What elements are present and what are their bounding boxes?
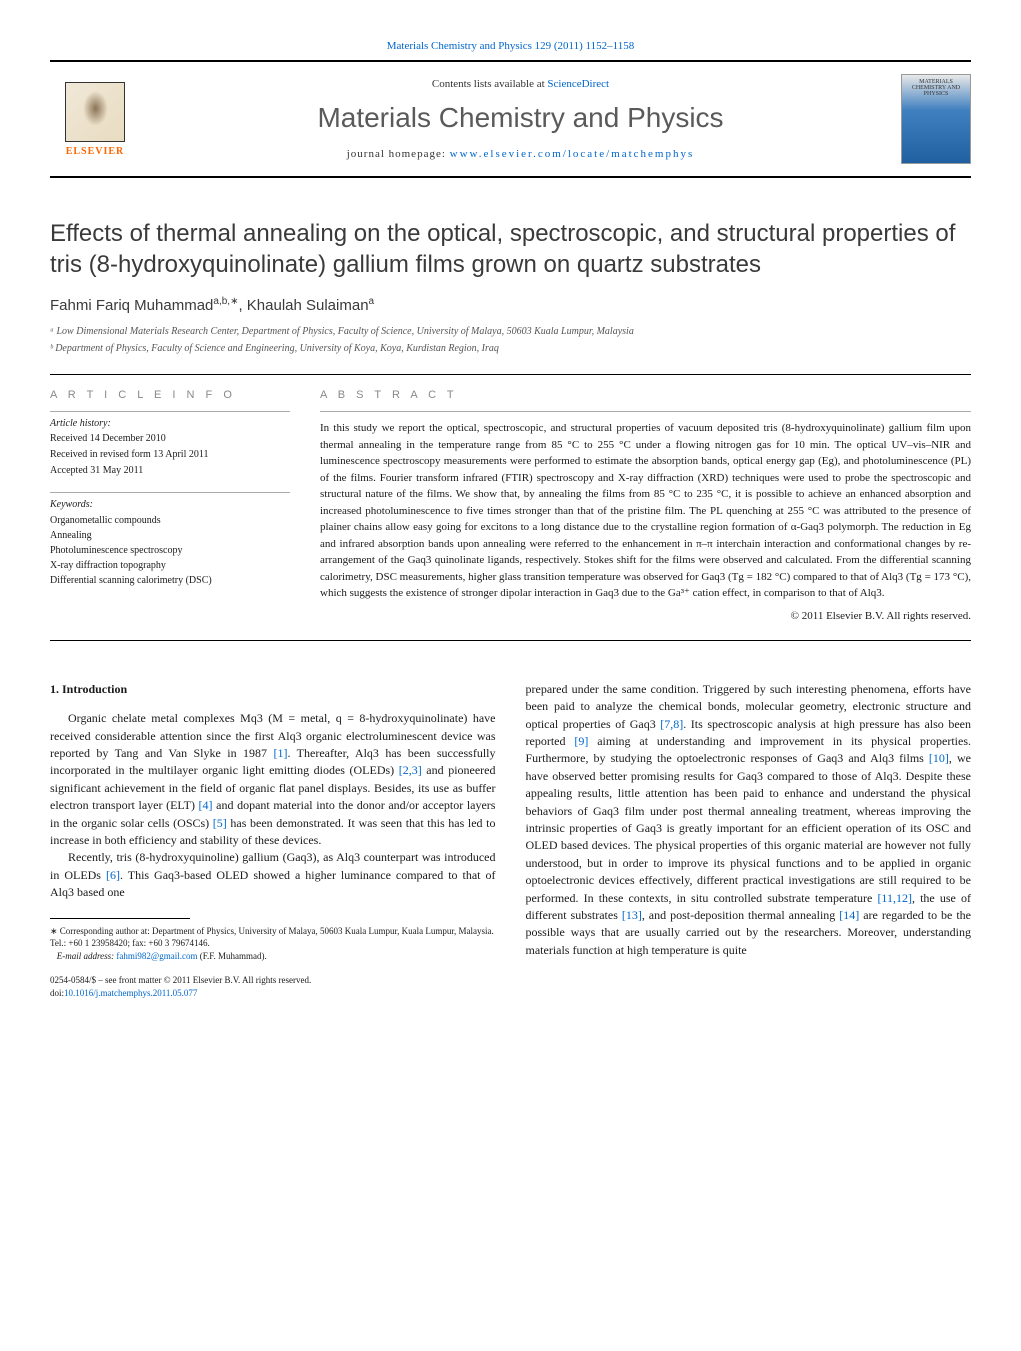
affiliation-a: ᵃ Low Dimensional Materials Research Cen… (50, 324, 971, 339)
text-span: aiming at understanding and improvement … (526, 734, 972, 765)
keyword-2: Annealing (50, 528, 290, 543)
ref-4[interactable]: [4] (199, 798, 213, 812)
journal-header-center: Contents lists available at ScienceDirec… (140, 78, 901, 160)
ref-5[interactable]: [5] (213, 816, 227, 830)
ref-1[interactable]: [1] (273, 746, 287, 760)
keyword-5: Differential scanning calorimetry (DSC) (50, 573, 290, 588)
homepage-prefix: journal homepage: (347, 148, 450, 160)
issn-line: 0254-0584/$ – see front matter © 2011 El… (50, 975, 311, 985)
article-info-label: A R T I C L E I N F O (50, 389, 290, 401)
email-suffix: (F.F. Muhammad). (197, 951, 266, 961)
journal-cover-thumb: MATERIALS CHEMISTRY AND PHYSICS (901, 74, 971, 164)
journal-homepage: journal homepage: www.elsevier.com/locat… (140, 148, 901, 160)
contents-line: Contents lists available at ScienceDirec… (140, 78, 901, 90)
keyword-3: Photoluminescence spectroscopy (50, 543, 290, 558)
column-right: prepared under the same condition. Trigg… (526, 681, 972, 1000)
journal-header: ELSEVIER Contents lists available at Sci… (50, 60, 971, 178)
ref-10[interactable]: [10] (929, 751, 949, 765)
author-2: , Khaulah Sulaiman (238, 297, 368, 314)
footnote-separator (50, 918, 190, 919)
article-title: Effects of thermal annealing on the opti… (50, 218, 971, 280)
ref-7-8[interactable]: [7,8] (660, 717, 683, 731)
col1-para-1: Organic chelate metal complexes Mq3 (M =… (50, 710, 496, 849)
ref-2-3[interactable]: [2,3] (399, 763, 422, 777)
contents-prefix: Contents lists available at (432, 78, 547, 90)
keyword-4: X-ray diffraction topography (50, 558, 290, 573)
email-label: E-mail address: (57, 951, 117, 961)
keyword-1: Organometallic compounds (50, 513, 290, 528)
affiliation-b: ᵇ Department of Physics, Faculty of Scie… (50, 341, 971, 356)
article-info-col: A R T I C L E I N F O Article history: R… (50, 389, 290, 622)
affiliations: ᵃ Low Dimensional Materials Research Cen… (50, 324, 971, 356)
ref-14[interactable]: [14] (839, 908, 859, 922)
history-block: Article history: Received 14 December 20… (50, 411, 290, 478)
info-abstract-row: A R T I C L E I N F O Article history: R… (50, 374, 971, 641)
doi-block: 0254-0584/$ – see front matter © 2011 El… (50, 974, 496, 999)
journal-title: Materials Chemistry and Physics (140, 102, 901, 134)
doi-link[interactable]: 10.1016/j.matchemphys.2011.05.077 (64, 988, 197, 998)
ref-13[interactable]: [13] (622, 908, 642, 922)
author-2-sup: a (369, 296, 375, 307)
accepted-line: Accepted 31 May 2011 (50, 464, 290, 478)
citation-link[interactable]: Materials Chemistry and Physics 129 (201… (50, 40, 971, 52)
ref-9[interactable]: [9] (574, 734, 588, 748)
ref-11-12[interactable]: [11,12] (877, 891, 912, 905)
homepage-link[interactable]: www.elsevier.com/locate/matchemphys (450, 148, 695, 160)
abstract-text: In this study we report the optical, spe… (320, 411, 971, 602)
authors-line: Fahmi Fariq Muhammada,b,∗, Khaulah Sulai… (50, 296, 971, 314)
corresponding-footnote: ∗ Corresponding author at: Department of… (50, 925, 496, 963)
col2-para-1: prepared under the same condition. Trigg… (526, 681, 972, 959)
sciencedirect-link[interactable]: ScienceDirect (547, 78, 609, 90)
abstract-copyright: © 2011 Elsevier B.V. All rights reserved… (320, 610, 971, 622)
elsevier-text: ELSEVIER (66, 146, 125, 157)
elsevier-logo: ELSEVIER (50, 74, 140, 164)
elsevier-tree-icon (65, 82, 125, 142)
keywords-label: Keywords: (50, 499, 290, 510)
doi-label: doi: (50, 988, 64, 998)
received-line: Received 14 December 2010 (50, 432, 290, 446)
author-1: Fahmi Fariq Muhammad (50, 297, 213, 314)
author-1-sup: a,b,∗ (213, 296, 238, 307)
abstract-col: A B S T R A C T In this study we report … (320, 389, 971, 622)
email-link[interactable]: fahmi982@gmail.com (116, 951, 197, 961)
revised-line: Received in revised form 13 April 2011 (50, 448, 290, 462)
body-columns: 1. Introduction Organic chelate metal co… (50, 681, 971, 1000)
ref-6[interactable]: [6] (106, 868, 120, 882)
text-span: , and post-deposition thermal annealing (642, 908, 839, 922)
keywords-block: Keywords: Organometallic compounds Annea… (50, 492, 290, 588)
footnote-text: ∗ Corresponding author at: Department of… (50, 926, 494, 949)
column-left: 1. Introduction Organic chelate metal co… (50, 681, 496, 1000)
text-span: , we have observed better promising resu… (526, 751, 972, 904)
col1-para-2: Recently, tris (8-hydroxyquinoline) gall… (50, 849, 496, 901)
history-label: Article history: (50, 418, 290, 429)
section-1-heading: 1. Introduction (50, 681, 496, 698)
abstract-label: A B S T R A C T (320, 389, 971, 401)
